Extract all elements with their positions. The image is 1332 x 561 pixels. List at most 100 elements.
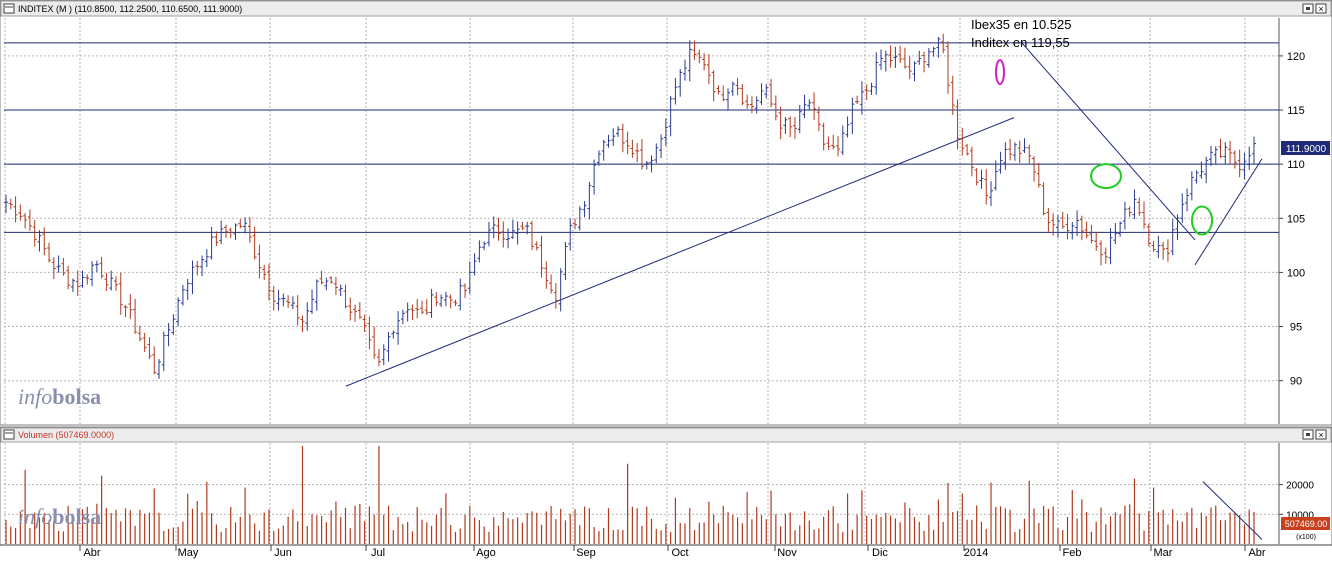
ohlc-bar: [515, 221, 520, 245]
ohlc-bar: [137, 325, 142, 342]
ohlc-bar: [592, 159, 597, 195]
ohlc-bar: [420, 300, 424, 315]
volume-panel-icon[interactable]: [3, 429, 15, 440]
ohlc-bar: [252, 226, 257, 260]
ohlc-bar: [467, 261, 472, 294]
watermark-bolsa: bolsa: [52, 504, 101, 529]
x-axis-label: Jun: [274, 547, 292, 559]
price-window-buttons[interactable]: ×: [1302, 3, 1327, 14]
ohlc-bar: [70, 278, 75, 292]
ohlc-bar: [754, 96, 759, 114]
ohlc-bar: [1165, 239, 1170, 262]
ohlc-bar: [1055, 214, 1060, 238]
ohlc-bar: [295, 295, 300, 326]
ohlc-bar: [276, 289, 281, 311]
ohlc-bar: [945, 41, 950, 94]
ohlc-bar: [965, 143, 970, 156]
price-close-button[interactable]: [1315, 3, 1327, 14]
ohlc-bar: [912, 61, 917, 82]
ohlc-bar: [357, 302, 362, 319]
ohlc-bar: [807, 99, 812, 111]
ohlc-bar: [23, 212, 28, 229]
ohlc-bar: [501, 221, 506, 248]
ohlc-bar: [745, 94, 750, 109]
volume-window-buttons[interactable]: ×: [1302, 429, 1327, 440]
x-axis-label: Jul: [371, 547, 385, 559]
ohlc-bar: [969, 146, 974, 177]
ohlc-bar: [568, 218, 573, 251]
watermark-info: info: [18, 384, 52, 409]
ohlc-bar: [759, 83, 764, 106]
ohlc-bar: [1008, 138, 1013, 161]
x-axis-label: Ago: [476, 547, 496, 559]
ohlc-bar: [190, 260, 195, 295]
ohlc-bar: [142, 332, 147, 352]
ohlc-bar: [353, 304, 358, 322]
ohlc-bar: [769, 78, 774, 108]
ohlc-bar: [845, 116, 850, 138]
ohlc-bar: [893, 46, 898, 68]
ohlc-bar: [558, 268, 563, 312]
ohlc-bar: [434, 292, 439, 307]
price-trend-lines: [345, 42, 1263, 387]
price-y-tick-label: 95: [1290, 322, 1302, 334]
ohlc-bar: [482, 241, 487, 251]
ohlc-bar: [133, 298, 138, 334]
ohlc-bar: [161, 331, 166, 372]
ohlc-bar: [1012, 142, 1017, 161]
ohlc-bar: [544, 261, 549, 289]
ohlc-bar: [477, 240, 482, 263]
ohlc-bar: [329, 276, 334, 284]
ohlc-bar: [783, 117, 788, 134]
volume-bars: [5, 445, 1255, 544]
ohlc-bar: [1098, 240, 1103, 266]
ohlc-bar: [104, 272, 109, 291]
ohlc-bar: [228, 227, 233, 238]
ohlc-bar: [391, 330, 396, 339]
ohlc-bar: [400, 309, 405, 325]
ohlc-bar: [1208, 145, 1213, 166]
ohlc-bar: [1161, 241, 1166, 260]
ohlc-bar: [180, 284, 185, 306]
ohlc-bar: [410, 304, 415, 320]
ohlc-bar: [47, 242, 52, 263]
maximize-icon: [1306, 433, 1310, 436]
ohlc-bar: [324, 277, 329, 291]
watermark-bolsa: bolsa: [52, 384, 101, 409]
ohlc-bar: [75, 270, 80, 296]
price-plot-area: [4, 18, 1279, 424]
ohlc-bar: [214, 231, 219, 246]
ohlc-bar: [219, 220, 224, 244]
ohlc-bar: [1051, 213, 1056, 236]
ohlc-bar: [1228, 140, 1233, 164]
volume-panel-title: Volumen (507469.0000): [18, 430, 114, 440]
ohlc-bar: [367, 316, 372, 350]
ohlc-bar: [1185, 188, 1190, 212]
ohlc-bar: [66, 265, 71, 290]
last-price-label: 111.9000: [1286, 144, 1327, 155]
ohlc-bar: [802, 94, 807, 119]
ohlc-bar: [333, 276, 338, 296]
ohlc-bar: [984, 169, 989, 205]
ohlc-bar: [1247, 146, 1252, 170]
ohlc-bar: [243, 217, 248, 234]
ohlc-bar: [826, 136, 831, 150]
ohlc-bar: [553, 283, 558, 309]
price-panel-icon[interactable]: [3, 3, 15, 14]
annotation-ibex: Ibex35 en 10.525: [971, 17, 1071, 32]
ohlc-bar: [338, 284, 343, 297]
ohlc-bar: [888, 45, 893, 68]
ohlc-bar: [463, 283, 468, 298]
volume-trend-line: [1202, 481, 1263, 540]
ohlc-bar: [534, 241, 539, 251]
volume-close-button[interactable]: [1315, 429, 1327, 440]
ohlc-bar: [381, 344, 386, 366]
ohlc-bar: [1118, 221, 1123, 237]
volume-y-tick-label: 20000: [1286, 481, 1314, 492]
ohlc-bar: [4, 194, 8, 214]
ohlc-bar: [1137, 197, 1142, 216]
ohlc-bar: [850, 97, 855, 135]
ohlc-bar: [223, 224, 228, 238]
trend-line: [345, 117, 1015, 387]
price-y-axis: 90 95 100 105 110 115 120: [1279, 51, 1305, 388]
